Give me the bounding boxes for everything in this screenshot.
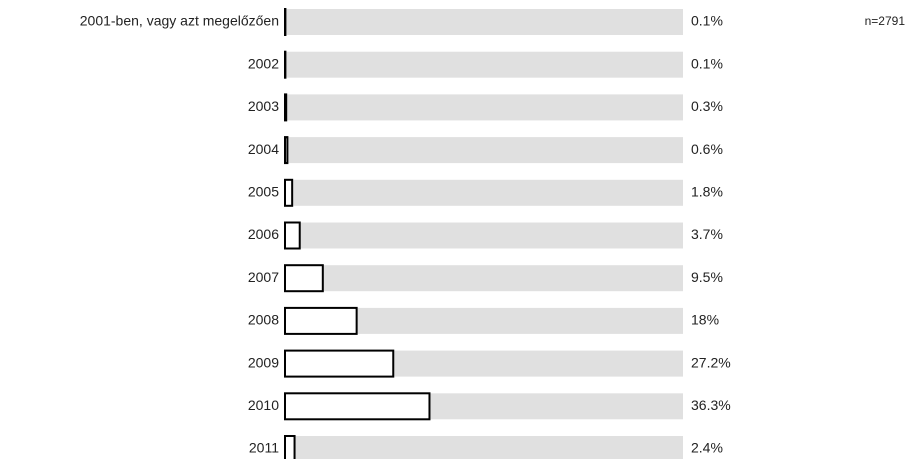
category-label: 2003 (248, 98, 279, 114)
value-label: 0.1% (691, 13, 723, 29)
value-label: 27.2% (691, 354, 731, 370)
category-label: 2010 (248, 397, 279, 413)
bar-track (285, 137, 683, 164)
category-label: 2009 (248, 354, 279, 370)
bar-track (285, 265, 683, 292)
bar (284, 221, 301, 250)
sample-size: n=2791 (865, 14, 906, 28)
bar (284, 136, 289, 165)
category-label: 2011 (249, 440, 279, 456)
bar-track (285, 51, 683, 78)
bar-track (285, 222, 683, 249)
bar (284, 178, 294, 207)
value-label: 0.1% (691, 55, 723, 71)
category-label: 2004 (248, 141, 279, 157)
value-label: 9.5% (691, 269, 723, 285)
category-label: 2008 (248, 312, 279, 328)
bar (284, 435, 296, 459)
value-label: 0.3% (691, 98, 723, 114)
value-label: 36.3% (691, 397, 731, 413)
bar (284, 306, 358, 335)
category-label: 2001-ben, vagy azt megelőzően (80, 13, 279, 29)
category-label: 2002 (248, 55, 279, 71)
bar-track (285, 436, 683, 459)
value-label: 18% (691, 312, 719, 328)
category-label: 2006 (248, 226, 279, 242)
value-label: 3.7% (691, 226, 723, 242)
value-label: 0.6% (691, 141, 723, 157)
bar (284, 93, 288, 122)
bar-track (285, 179, 683, 206)
bar-track (285, 94, 683, 121)
bar-track (285, 9, 683, 35)
category-label: 2005 (248, 184, 279, 200)
value-label: 1.8% (691, 184, 723, 200)
category-label: 2007 (248, 269, 279, 285)
bar (284, 264, 324, 293)
bar (284, 349, 395, 378)
bar (284, 392, 431, 421)
value-label: 2.4% (691, 440, 723, 456)
